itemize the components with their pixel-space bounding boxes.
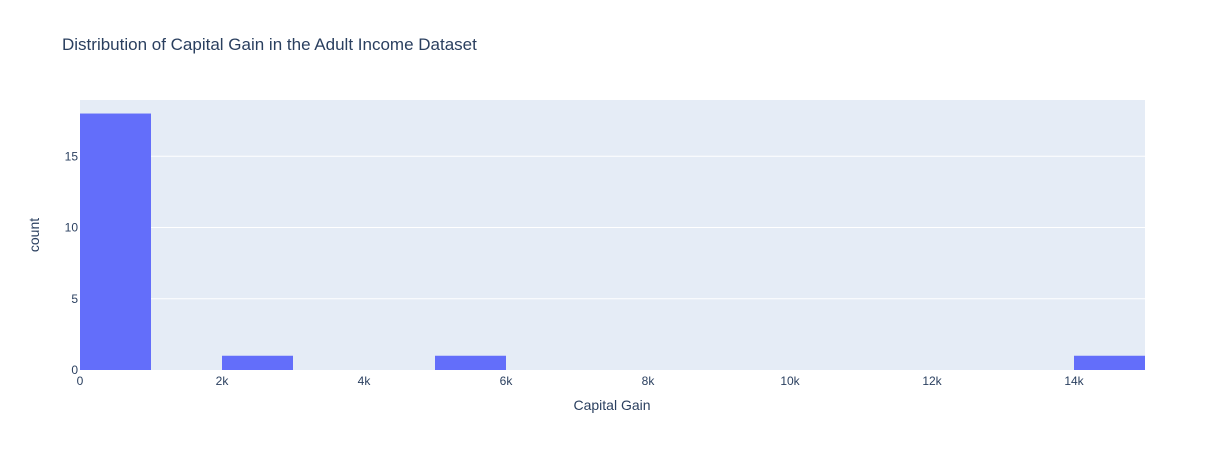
y-tick-label: 0: [71, 363, 78, 377]
y-axis-label: count: [26, 218, 42, 252]
x-tick-label: 12k: [922, 374, 942, 388]
y-tick-label: 15: [65, 149, 79, 163]
x-tick-label: 8k: [642, 374, 656, 388]
histogram-bar: [1074, 355, 1145, 370]
y-axis-ticks: 0 5 10 15: [65, 149, 79, 377]
plot-area: [80, 100, 1145, 370]
histogram-bar: [80, 113, 151, 371]
grid-lines: [80, 155, 1145, 300]
x-tick-label: 0: [77, 374, 84, 388]
bars: [80, 113, 1145, 371]
x-tick-label: 10k: [780, 374, 800, 388]
x-axis-ticks: 0 2k 4k 6k 8k 10k 12k 14k: [77, 374, 1085, 388]
histogram-bar: [222, 355, 293, 370]
y-tick-label: 10: [65, 221, 79, 235]
x-tick-label: 14k: [1064, 374, 1084, 388]
chart-title: Distribution of Capital Gain in the Adul…: [62, 35, 477, 54]
x-axis-label: Capital Gain: [573, 397, 650, 413]
x-tick-label: 2k: [216, 374, 230, 388]
x-tick-label: 6k: [500, 374, 514, 388]
x-tick-label: 4k: [358, 374, 372, 388]
histogram-bar: [435, 355, 506, 370]
y-tick-label: 5: [71, 292, 78, 306]
